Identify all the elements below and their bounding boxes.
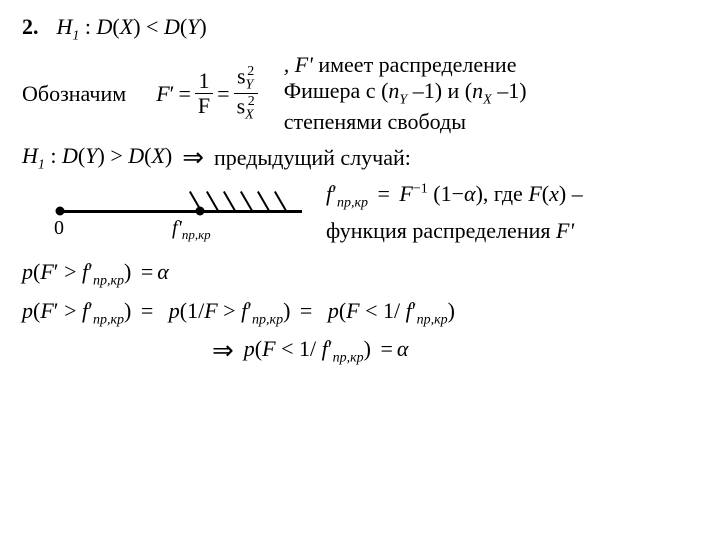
implies-arrow-2: ⇒ [202,336,244,366]
p1-p: p [22,259,33,284]
fprime-definition: F′ = 1 F = sY2 sX2 [156,64,257,123]
h2-Dx: D [128,143,144,168]
axis-dot-zero [56,207,65,216]
fk-tail-F: F [528,181,541,206]
previous-case-label: предыдущий случай: [214,145,411,171]
h2-gt: > [110,143,122,168]
hatch-mark [223,191,236,211]
fk-alpha: α [464,181,476,206]
row-p2: p(F′ > f′пр,кр) = p(1/F > f′пр,кр) = p(F… [22,298,702,328]
fprime-desc-l1: , F' имеет распределение [284,52,702,78]
row-p1: p(F′ > f′пр,кр) =α [22,259,702,289]
p-line2: p(F′ > f′пр,кр) = p(1/F > f′пр,кр) = p(F… [22,298,455,328]
fk-sub: пр,кр [337,196,368,211]
fk-tail-dash: – [566,181,583,206]
p-line1: p(F′ > f′пр,кр) =α [22,259,169,289]
fp-nY: n [388,78,399,103]
h1-colon: : [85,14,97,39]
fk-lp: ( [433,181,440,206]
fk-tail-x: x [549,181,559,206]
h2-Y: Y [85,143,97,168]
h1-lt: < [146,14,158,39]
h1-H: H [57,14,73,39]
fcrit-block: f′пр,кр = F−1 (1−α), где F(x) – функция … [302,181,702,243]
fp-F: F [156,81,169,107]
fp-sY-sup: 2 [247,64,254,79]
h1-rp1: ) [133,14,140,39]
h2-sub: 1 [38,157,45,172]
fp-t1b: F' [295,52,313,77]
h2-Dy: D [62,143,78,168]
p-line3: p(F < 1/ f′пр,кр) =α [244,336,409,366]
h1-Dy: D [164,14,180,39]
hypothesis-2: H1 : D(Y) > D(X) [22,143,172,173]
fp-nX: n [472,78,483,103]
fp-t1a: , [284,52,295,77]
hatch-mark [274,191,287,211]
h1-sub: 1 [72,28,79,43]
fp-t2a: Фишера с ( [284,78,389,103]
row-diagram: 0f'пр,кр f′пр,кр = F−1 (1−α), где F(x) –… [22,181,702,251]
fp-t2m2: –1) [492,78,527,103]
h1-Dx: D [97,14,113,39]
fcrit-formula: f′пр,кр = F−1 (1−α), где F(x) – [326,181,702,211]
axis-label-zero: 0 [54,217,64,240]
fp-t1c: имеет распределение [318,52,516,77]
fp-sX: s [237,93,246,118]
h2-H: H [22,143,38,168]
h1-Y: Y [187,14,199,39]
fk-tail-lp: ( [542,181,549,206]
number-line-diagram: 0 f'пр,кр [22,181,302,251]
fp-frac2: sY2 sX2 [234,64,258,123]
fk-tail-a: , где [483,181,528,206]
fprime-desc-l2: Фишера с (nY –1) и (nX –1) [284,78,702,108]
item-number: 2. [22,14,39,40]
row-item-number: 2. H1 : D(X) < D(Y) [22,14,702,44]
fcrit-line2: функция распределения F' [326,218,702,244]
hatch-mark [257,191,270,211]
fp-t2m1: –1) и ( [407,78,472,103]
axis-label-fcrit: f'пр,кр [172,217,211,243]
h1-X: X [120,14,133,39]
hatch-mark [206,191,219,211]
h1-lp1: ( [112,14,119,39]
fp-eq1: = [174,81,194,107]
fk-l2b: F' [556,218,574,243]
axis-line [60,210,302,213]
fk-Fsup: −1 [413,182,428,197]
fp-sX-sub: X [245,108,254,123]
fp-eq2: = [213,81,233,107]
fk-rp: ) [476,181,483,206]
h1-rp2: ) [199,14,206,39]
fk-F: F [399,181,412,206]
row-hypothesis-2: H1 : D(Y) > D(X) ⇒ предыдущий случай: [22,143,702,173]
fprime-description: , F' имеет распределение Фишера с (nY –1… [258,52,702,134]
row-p3: ⇒ p(F < 1/ f′пр,кр) =α [22,336,702,366]
fk-min: − [452,181,464,206]
fk-l2a: функция распределения [326,218,556,243]
h2-X: X [151,143,164,168]
row-denote: Обозначим F′ = 1 F = sY2 sX2 , F' имеет … [22,52,702,134]
fprime-desc-l3: степенями свободы [284,109,702,135]
fp-sY: s [237,63,246,88]
fp-nX-sub: X [483,93,492,108]
fp-sX-sup: 2 [248,94,255,109]
hatch-mark [240,191,253,211]
fk-eq: = [374,181,394,206]
fp-frac1-num: 1 [195,69,213,94]
fp-frac1: 1 F [195,69,213,118]
hypothesis-1: H1 : D(X) < D(Y) [57,14,207,44]
fk-1: 1 [441,181,452,206]
denote-label: Обозначим [22,81,126,107]
implies-arrow-1: ⇒ [172,143,214,173]
fp-sY-sub: Y [246,78,254,93]
fp-frac1-den: F [198,93,210,118]
